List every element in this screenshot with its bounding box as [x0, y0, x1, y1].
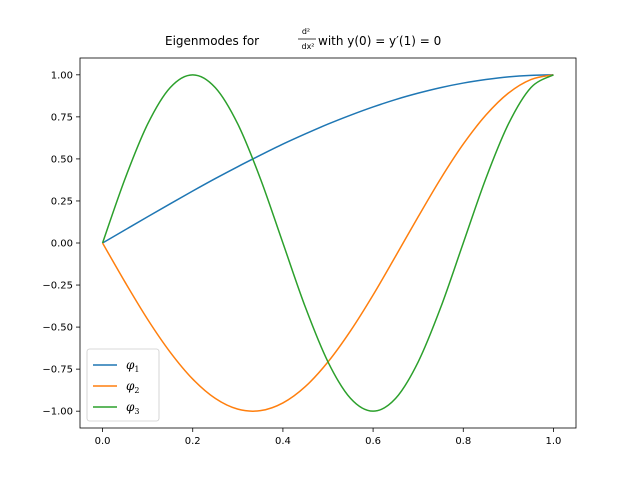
legend-label-3: φ3	[126, 400, 140, 416]
x-tick-label: 0.4	[275, 436, 291, 447]
legend-label-1: φ1	[126, 358, 140, 374]
legend: φ1 φ2 φ3	[86, 348, 160, 422]
x-tick-label: 0.0	[95, 436, 111, 447]
y-tick-label: 0.25	[51, 196, 73, 207]
y-axis: 1.00 0.75 0.50 0.25 0.00 −0.25 −0.50 −0.75 −1.00	[42, 70, 80, 418]
legend-box	[86, 348, 160, 422]
x-tick-label: 1.0	[546, 436, 562, 447]
y-tick-label: 0.75	[51, 112, 73, 123]
y-tick-label: −0.25	[42, 281, 73, 292]
series-line-1	[102, 74, 554, 244]
title-prefix: Eigenmodes for	[165, 34, 259, 48]
title-fraction-numerator: d²	[302, 27, 310, 36]
y-tick-label: 1.00	[51, 70, 73, 81]
title-fraction-denominator: dx²	[301, 42, 314, 51]
chart-title: Eigenmodes for d² dx² with y(0) = y′(1) …	[165, 27, 441, 51]
y-tick-label: 0.50	[51, 154, 73, 165]
x-tick-label: 0.6	[365, 436, 381, 447]
x-tick-label: 0.8	[455, 436, 471, 447]
y-tick-label: −0.75	[42, 365, 73, 376]
y-tick-label: −1.00	[42, 407, 73, 418]
y-tick-label: 0.00	[51, 239, 73, 250]
x-axis: 0.0 0.2 0.4 0.6 0.8 1.0	[95, 428, 562, 447]
legend-label-2: φ2	[126, 379, 140, 395]
x-tick-label: 0.2	[185, 436, 201, 447]
y-tick-label: −0.50	[42, 323, 73, 334]
series-line-3	[101, 74, 554, 412]
title-suffix: with y(0) = y′(1) = 0	[318, 34, 441, 48]
series-layer	[101, 74, 554, 412]
